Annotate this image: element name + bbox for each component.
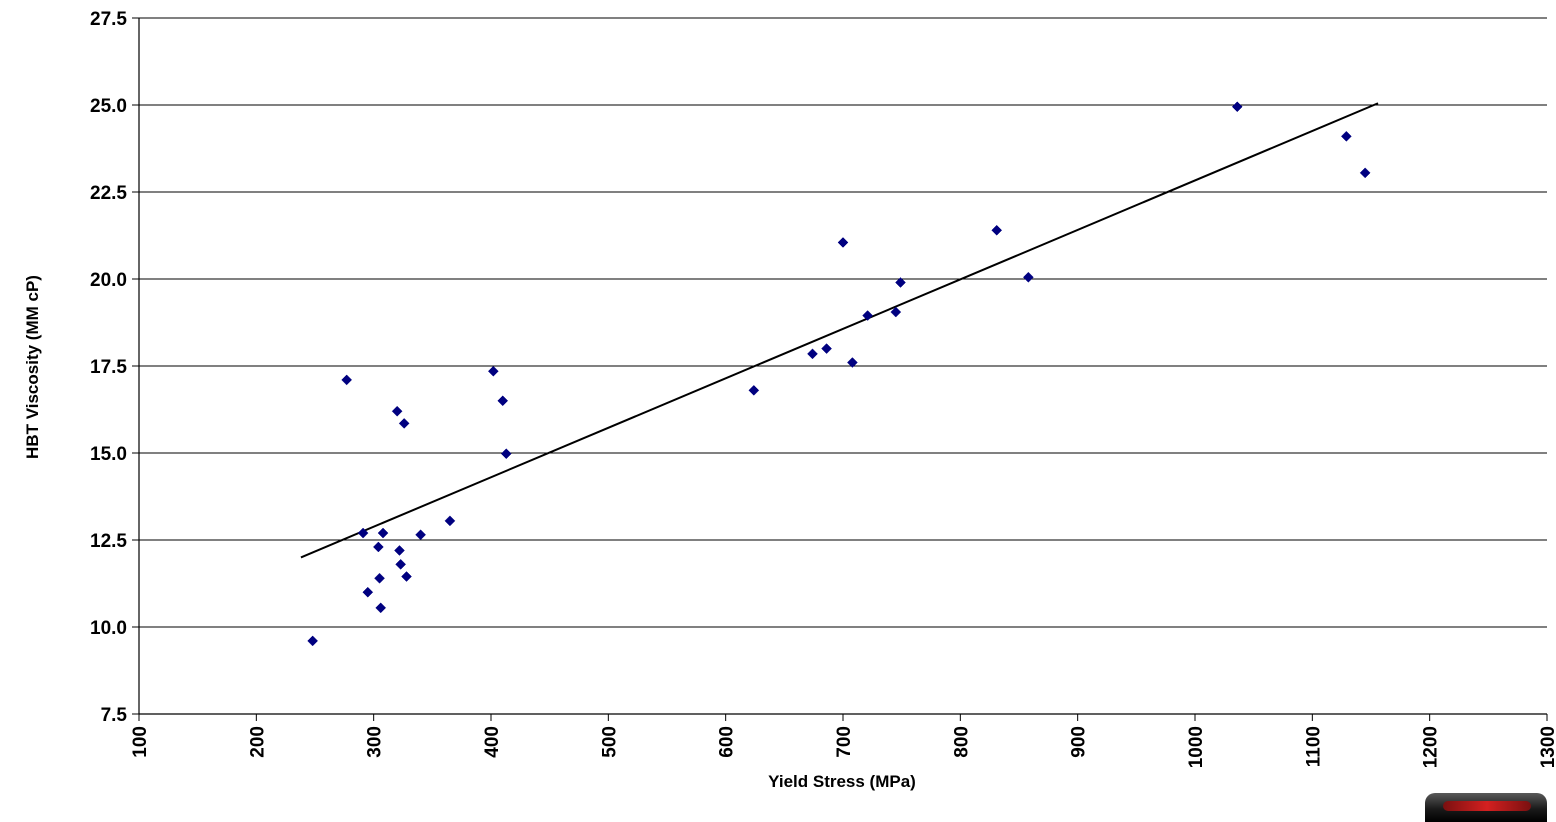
data-point: [895, 277, 906, 288]
data-point: [415, 529, 426, 541]
y-tick-label: 7.5: [101, 705, 128, 726]
data-point: [307, 635, 319, 647]
logo-stripe: [1443, 801, 1531, 811]
y-tick-label: 25.0: [90, 96, 127, 117]
x-tick-label: 1100: [1303, 726, 1324, 767]
y-tick-label: 22.5: [90, 183, 127, 204]
data-point: [1341, 130, 1352, 142]
y-tick-label: 12.5: [90, 531, 127, 552]
data-point: [847, 357, 858, 368]
data-point: [890, 306, 902, 318]
y-tick-label: 20.0: [90, 270, 127, 291]
y-tick-label: 15.0: [90, 444, 127, 465]
y-tick-label: 10.0: [90, 618, 127, 639]
data-point: [341, 374, 353, 386]
data-point: [401, 571, 412, 582]
x-tick-label: 1000: [1186, 726, 1207, 768]
data-point: [394, 545, 405, 556]
data-point: [398, 418, 410, 429]
data-point: [377, 527, 389, 539]
data-point: [837, 237, 849, 248]
data-points: [307, 101, 1371, 647]
data-point: [395, 559, 407, 570]
x-tick-label: 300: [365, 726, 386, 758]
x-tick-label: 100: [130, 726, 151, 758]
x-axis-title: Yield Stress (MPa): [768, 772, 916, 791]
x-tick-label: 600: [717, 726, 738, 758]
trendline-group: [300, 102, 1379, 559]
logo-badge: [1425, 793, 1547, 822]
x-tick-label: 1300: [1538, 726, 1556, 768]
x-tick-label: 800: [951, 726, 972, 758]
data-point: [373, 541, 384, 553]
data-point: [821, 343, 832, 354]
data-point: [1359, 167, 1371, 179]
y-tick-label: 27.5: [90, 9, 127, 30]
data-point: [862, 310, 873, 321]
trendline: [300, 102, 1379, 559]
x-tick-label: 200: [247, 726, 268, 758]
data-point: [362, 586, 374, 598]
data-point: [1231, 101, 1243, 113]
y-axis-title: HBT Viscosity (MM cP): [23, 275, 42, 459]
data-point: [991, 224, 1003, 236]
x-tick-label: 900: [1069, 726, 1090, 758]
data-point: [487, 365, 499, 377]
data-point: [807, 348, 818, 360]
axes: [132, 17, 1548, 721]
data-point: [497, 395, 509, 407]
x-tick-label: 700: [834, 726, 855, 758]
gridlines: [139, 17, 1547, 628]
x-tick-label: 1200: [1421, 726, 1442, 768]
data-point: [748, 385, 760, 396]
y-tick-labels: 7.5 10.0 12.5 15.0 17.5 20.0 22.5 25.0 27.5: [90, 9, 127, 726]
data-point: [374, 572, 385, 584]
y-tick-label: 17.5: [90, 357, 127, 378]
data-point: [375, 602, 387, 614]
x-tick-label: 400: [482, 726, 503, 758]
data-point: [500, 448, 512, 460]
data-point: [391, 405, 403, 417]
x-tick-label: 500: [599, 726, 620, 758]
data-point: [1023, 271, 1034, 283]
x-tick-labels: 100 200 300 400 500 600 700 800 900 1000 1100 1200 1…: [130, 726, 1556, 768]
data-point: [357, 527, 369, 539]
data-point: [444, 515, 456, 527]
